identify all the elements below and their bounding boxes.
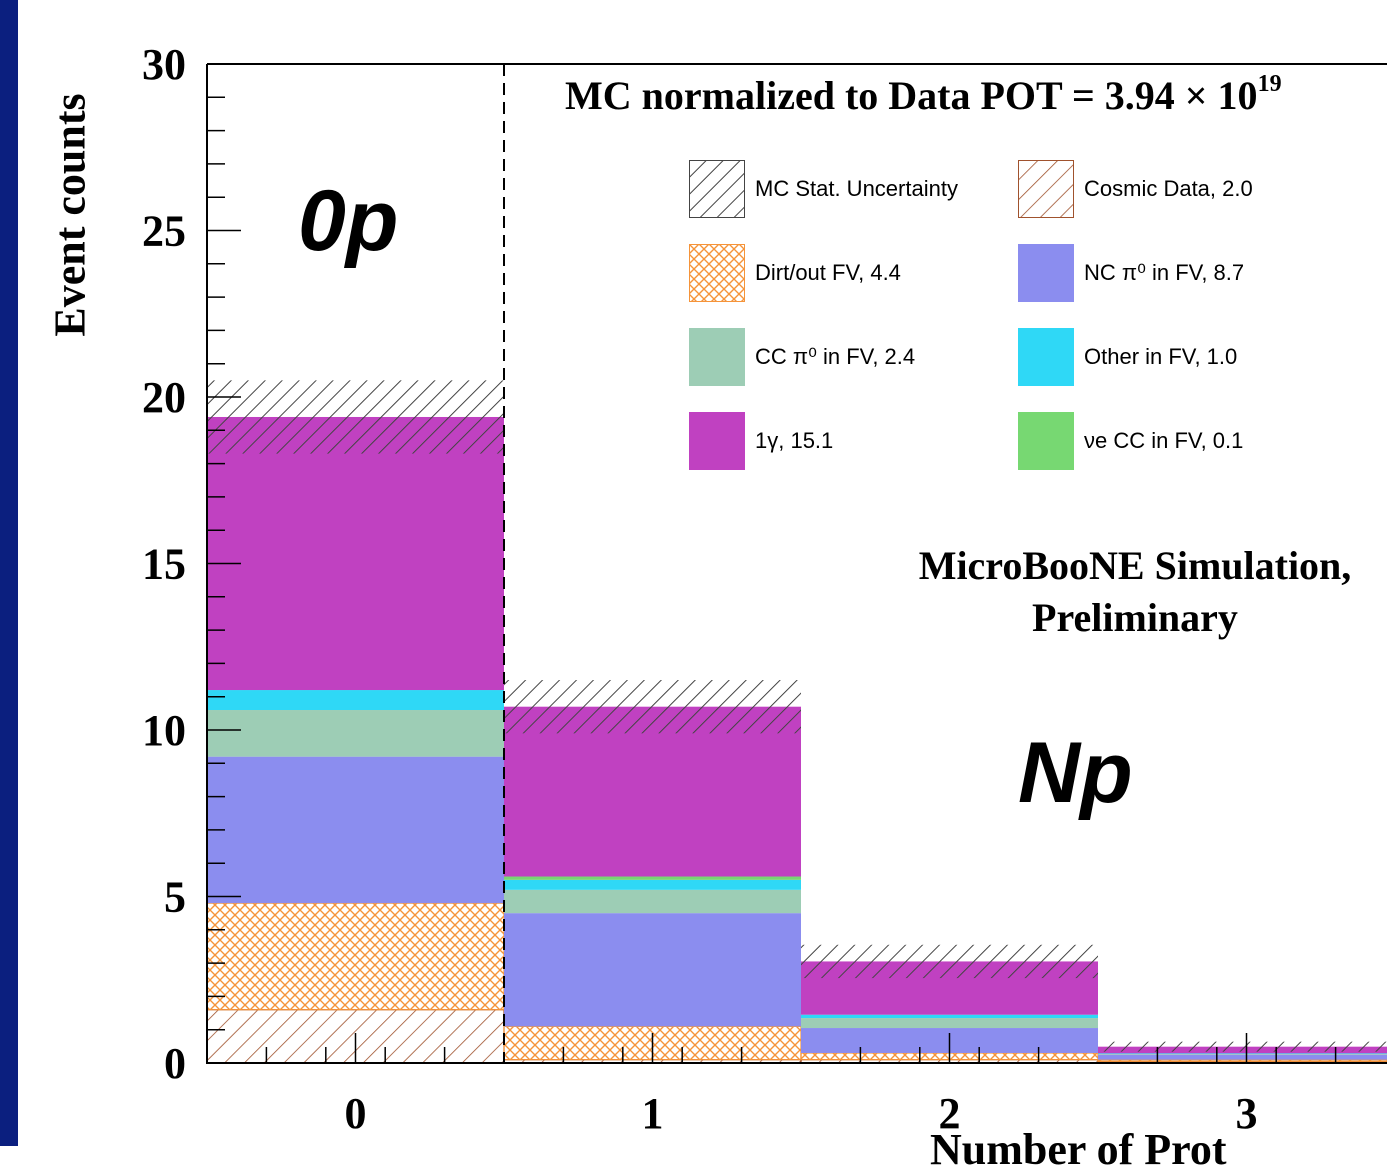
pot-text: MC normalized to Data POT = 3.94 × 10 (565, 73, 1258, 118)
bar-segment (801, 1018, 1098, 1029)
legend-label: Dirt/out FV, 4.4 (755, 260, 901, 285)
y-axis-label: Event counts (45, 93, 95, 337)
bar-segment (504, 889, 801, 914)
stat-uncertainty-band (801, 944, 1098, 979)
x-tick-label: 1 (642, 1089, 664, 1138)
pot-exponent: 19 (1257, 70, 1282, 97)
stat-uncertainty-band (1098, 1041, 1387, 1052)
legend-label: 1γ, 15.1 (755, 428, 834, 453)
legend-swatch-nue (1018, 412, 1074, 470)
x-tick-label: 2 (939, 1089, 961, 1138)
bar-segment (1098, 1054, 1387, 1055)
bar-segment (801, 1014, 1098, 1019)
region-label-0p: 0p (298, 173, 399, 269)
legend-swatch-1gamma (689, 412, 745, 470)
bar-segment (207, 756, 504, 904)
legend: MC Stat. Uncertainty Cosmic Data, 2.0 Di… (689, 160, 1379, 480)
legend-swatch-nc (1018, 244, 1074, 302)
bar-segment (206, 902, 505, 1011)
bar-segment (1098, 1053, 1387, 1055)
legend-swatch-cc (689, 328, 745, 386)
legend-label: Other in FV, 1.0 (1084, 344, 1238, 369)
x-tick-label: 0 (345, 1089, 367, 1138)
legend-label: NC π⁰ in FV, 8.7 (1084, 260, 1245, 285)
left-border-strip (0, 0, 18, 1146)
bar-segment (207, 690, 504, 711)
bar-segment (504, 706, 801, 877)
uncertainty-layer (207, 380, 1387, 1052)
region-label-np: Np (1018, 725, 1133, 821)
simulation-label-line1: MicroBooNE Simulation, (918, 543, 1352, 588)
y-tick-label: 5 (164, 873, 186, 922)
bar-segment (504, 876, 801, 880)
bar-segment (207, 416, 504, 691)
bar-segment (1097, 1059, 1387, 1062)
simulation-label-line2: Preliminary (1032, 595, 1238, 640)
x-tick-label: 3 (1236, 1089, 1258, 1138)
y-tick-label: 20 (142, 373, 186, 422)
stat-uncertainty-band (504, 680, 801, 734)
legend-swatch-other (1018, 328, 1074, 386)
simulation-label: MicroBooNE Simulation, Preliminary (880, 540, 1387, 644)
legend-label: CC π⁰ in FV, 2.4 (755, 344, 916, 369)
y-tick-label: 10 (142, 706, 186, 755)
legend-swatch-dirt (689, 244, 745, 302)
axes-layer: 0 5 10 15 20 25 30 0 1 2 3 (142, 40, 1387, 1138)
y-tick-label: 15 (142, 540, 186, 589)
legend-swatch-cosmic (1018, 160, 1074, 218)
legend-label: MC Stat. Uncertainty (755, 176, 958, 201)
stacked-bar-chart: 0 5 10 15 20 25 30 0 1 2 3 (142, 40, 1387, 1138)
bars-layer (206, 416, 1387, 1064)
pot-annotation: MC normalized to Data POT = 3.94 × 1019 (565, 70, 1282, 119)
bar-segment (504, 879, 801, 890)
legend-label: Cosmic Data, 2.0 (1084, 176, 1253, 201)
bar-segment (1098, 1054, 1387, 1060)
stat-uncertainty-band (207, 380, 504, 454)
y-tick-label: 0 (164, 1039, 186, 1088)
bar-segment (207, 710, 504, 757)
x-axis-label: Number of Prot (930, 1125, 1227, 1174)
bar-segment (504, 913, 801, 1027)
y-tick-label: 25 (142, 207, 186, 256)
legend-label: νe CC in FV, 0.1 (1084, 428, 1244, 453)
legend-swatch-stat (689, 160, 745, 218)
y-tick-label: 30 (142, 40, 186, 89)
